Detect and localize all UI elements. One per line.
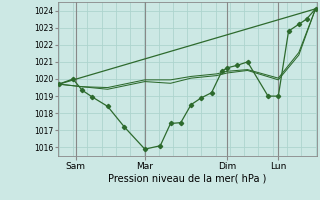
- X-axis label: Pression niveau de la mer( hPa ): Pression niveau de la mer( hPa ): [108, 173, 266, 183]
